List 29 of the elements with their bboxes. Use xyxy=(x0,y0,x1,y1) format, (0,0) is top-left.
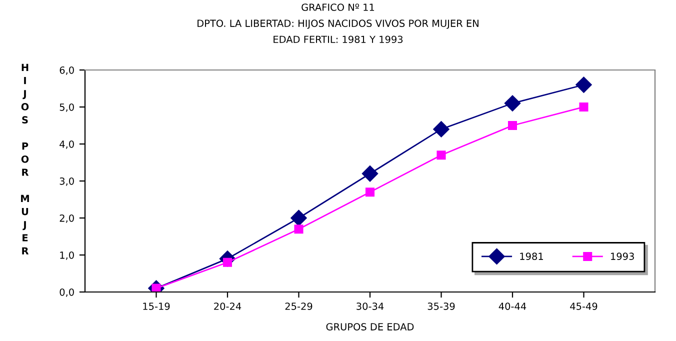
y-tick-label: 2,0 xyxy=(60,214,74,223)
point xyxy=(508,120,518,130)
point xyxy=(365,188,375,197)
text: HIJOS POR MUJER xyxy=(21,64,29,254)
x-tick-label: 25-29 xyxy=(285,302,312,310)
x-tick-label: 45-49 xyxy=(570,302,598,310)
y-tick-label: 6,0 xyxy=(60,66,74,75)
legend-label: 1993 xyxy=(611,252,634,260)
point xyxy=(294,224,304,234)
legend-label: 1981 xyxy=(520,252,543,260)
point xyxy=(362,166,378,182)
y-tick-label: 1,0 xyxy=(60,251,74,260)
x-tick-label: 15-19 xyxy=(143,302,170,310)
point xyxy=(433,121,450,138)
x-tick-label: 30-34 xyxy=(356,302,384,310)
y-tick-label: 4,0 xyxy=(60,140,74,149)
x-tick-label: 20-24 xyxy=(214,302,242,310)
point xyxy=(290,210,307,226)
point xyxy=(579,102,588,112)
chart-title: GRAFICO Nº 11 DPTO. LA LIBERTAD: HIJOS NACIDOS VIVOS POR MUJER EN EDAD FERTIL: 1981 Y 1993 xyxy=(198,4,478,44)
point xyxy=(436,150,446,160)
y-tick-label: 5,0 xyxy=(60,103,74,112)
x-axis-title: GRUPOS DE EDAD xyxy=(326,323,414,330)
x-tick-label: 35-39 xyxy=(428,302,455,310)
x-tick-label: 40-44 xyxy=(498,302,526,310)
point xyxy=(504,95,521,112)
y-tick-label: 0,0 xyxy=(60,288,74,297)
point xyxy=(576,76,592,93)
y-tick-label: 3,0 xyxy=(60,177,74,186)
